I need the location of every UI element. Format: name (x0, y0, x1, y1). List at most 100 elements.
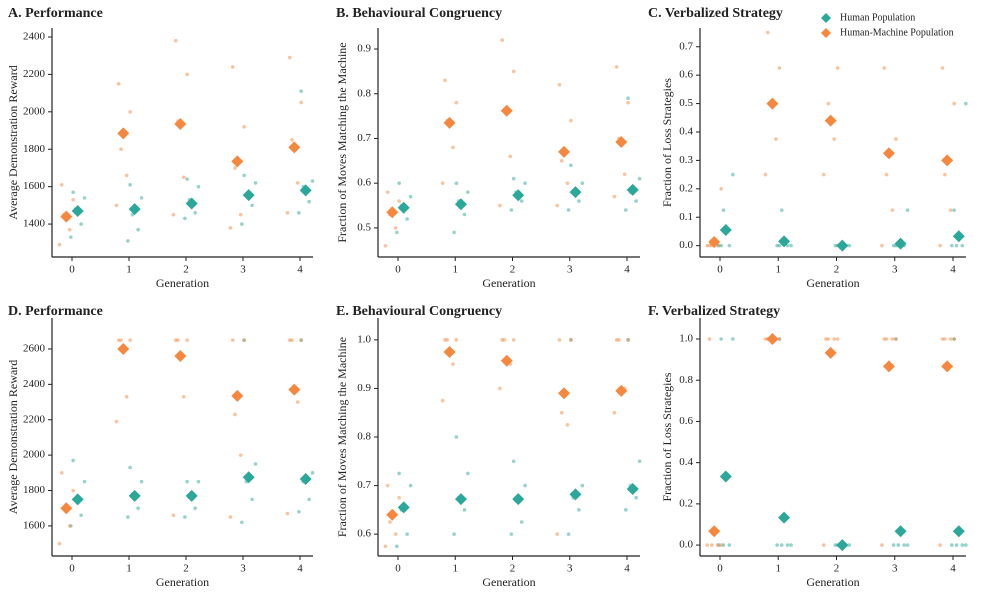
individual-point (565, 423, 570, 427)
individual-point (454, 338, 459, 342)
individual-point (890, 337, 895, 341)
individual-point (466, 190, 470, 194)
individual-point (612, 194, 617, 199)
legend-marker (821, 13, 831, 23)
individual-point (452, 532, 456, 536)
individual-point (894, 137, 898, 141)
individual-point (950, 543, 954, 547)
y-tick-label: 2000 (23, 449, 46, 461)
individual-point (789, 543, 793, 547)
individual-point (880, 243, 884, 248)
y-tick-label: 1.0 (679, 333, 693, 345)
x-tick-label: 0 (717, 264, 723, 276)
individual-point (388, 520, 392, 524)
individual-point (719, 543, 723, 547)
individual-point (580, 483, 585, 488)
individual-point (183, 515, 187, 519)
individual-point (634, 495, 638, 500)
mean-marker (185, 489, 198, 502)
individual-point (238, 212, 243, 217)
mean-marker (231, 155, 244, 168)
mean-marker (386, 206, 399, 219)
individual-point (626, 96, 630, 101)
individual-point (789, 243, 793, 248)
individual-point (452, 230, 456, 235)
individual-point (79, 222, 83, 226)
individual-point (71, 197, 75, 202)
mean-marker (778, 235, 791, 248)
y-tick-label: 0.4 (679, 126, 693, 138)
individual-point (116, 338, 121, 342)
y-tick-label: 2200 (23, 413, 46, 425)
individual-point (173, 38, 178, 43)
mean-marker (231, 389, 244, 402)
mean-marker (397, 501, 410, 514)
individual-point (287, 55, 292, 60)
individual-point (57, 541, 62, 546)
individual-point (114, 419, 119, 424)
individual-point (253, 181, 258, 185)
individual-point (559, 410, 564, 415)
individual-point (397, 495, 401, 500)
y-tick-label: 0.6 (679, 69, 693, 81)
individual-point (614, 338, 619, 342)
mean-marker (708, 525, 721, 538)
individual-point (383, 544, 388, 549)
panel-title: C. Verbalized Strategy (648, 6, 783, 21)
individual-point (950, 243, 954, 248)
mean-marker (558, 145, 571, 158)
individual-point (171, 212, 176, 217)
individual-point (637, 459, 642, 464)
individual-point (228, 226, 233, 230)
individual-point (233, 166, 237, 170)
individual-point (185, 177, 189, 181)
x-tick-label: 0 (69, 264, 75, 276)
mean-marker (60, 210, 73, 223)
individual-point (777, 66, 782, 70)
individual-point (126, 239, 130, 243)
individual-point (79, 513, 83, 518)
individual-point (230, 65, 235, 69)
individual-point (128, 182, 132, 187)
individual-point (557, 338, 562, 342)
individual-point (82, 479, 87, 484)
individual-point (71, 458, 75, 463)
y-axis-label: Fraction of Moves Matching the Machine (335, 337, 349, 537)
mean-marker (941, 154, 954, 167)
individual-point (440, 181, 445, 186)
individual-point (408, 483, 413, 488)
individual-point (242, 173, 246, 178)
x-tick-label: 1 (453, 264, 459, 276)
y-tick-label: 1600 (23, 180, 46, 192)
individual-point (835, 337, 840, 341)
individual-point (185, 479, 189, 484)
individual-point (954, 543, 959, 547)
individual-point (523, 181, 527, 186)
x-tick-label: 3 (240, 563, 246, 575)
mean-marker (128, 203, 141, 216)
mean-marker (288, 141, 301, 154)
individual-point (765, 30, 770, 35)
individual-point (952, 208, 956, 212)
individual-point (940, 337, 945, 341)
individual-point (940, 66, 945, 70)
individual-point (57, 242, 62, 247)
individual-point (139, 479, 144, 484)
individual-point (882, 66, 887, 70)
individual-point (310, 471, 315, 475)
x-tick-label: 1 (776, 264, 782, 276)
mean-marker (778, 511, 791, 524)
individual-point (719, 243, 723, 248)
individual-point (577, 199, 581, 203)
individual-point (500, 38, 504, 42)
individual-point (454, 181, 459, 186)
x-axis-label: Generation (482, 276, 535, 290)
individual-point (882, 337, 887, 341)
individual-point (626, 338, 630, 342)
y-tick-label: 1400 (23, 218, 46, 230)
individual-point (295, 400, 300, 404)
mean-marker (894, 525, 907, 538)
individual-point (637, 176, 642, 181)
individual-point (774, 137, 778, 141)
